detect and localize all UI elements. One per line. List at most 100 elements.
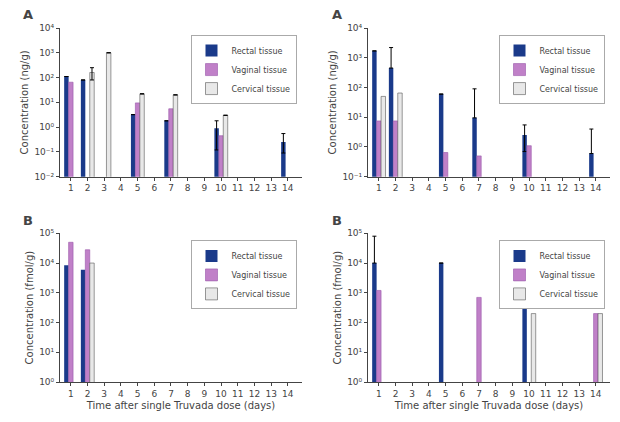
svg-text:10⁵: 10⁵	[39, 228, 54, 238]
svg-text:2: 2	[85, 183, 91, 193]
svg-text:9: 9	[202, 183, 208, 193]
svg-text:2: 2	[85, 389, 91, 399]
svg-text:10⁴: 10⁴	[39, 258, 54, 268]
svg-text:Cervical tissue: Cervical tissue	[540, 85, 599, 94]
svg-text:6: 6	[151, 183, 157, 193]
svg-text:5: 5	[443, 183, 449, 193]
svg-text:10¹: 10¹	[39, 97, 54, 107]
svg-text:Rectal tissue: Rectal tissue	[232, 47, 283, 56]
svg-text:Cervical tissue: Cervical tissue	[540, 290, 599, 299]
svg-text:10⁻¹: 10⁻¹	[34, 147, 54, 157]
svg-text:13: 13	[573, 183, 584, 193]
svg-text:Time after single Truvada dose: Time after single Truvada dose (days)	[394, 400, 584, 411]
svg-text:4: 4	[118, 389, 124, 399]
svg-text:10⁰: 10⁰	[347, 142, 362, 152]
svg-text:1: 1	[68, 183, 74, 193]
svg-text:14: 14	[590, 183, 602, 193]
svg-text:10⁵: 10⁵	[347, 228, 362, 238]
svg-text:3: 3	[409, 183, 415, 193]
svg-text:12: 12	[557, 389, 568, 399]
svg-text:5: 5	[443, 389, 449, 399]
svg-text:1: 1	[376, 183, 382, 193]
svg-text:12: 12	[249, 389, 260, 399]
svg-text:10¹: 10¹	[347, 112, 362, 122]
svg-text:7: 7	[476, 389, 482, 399]
svg-text:8: 8	[493, 389, 499, 399]
svg-text:5: 5	[135, 183, 141, 193]
svg-text:10: 10	[523, 183, 535, 193]
svg-text:A: A	[332, 7, 342, 22]
svg-text:Cervical tissue: Cervical tissue	[232, 290, 291, 299]
svg-text:9: 9	[202, 389, 208, 399]
svg-text:13: 13	[573, 389, 584, 399]
svg-text:10³: 10³	[39, 48, 54, 58]
svg-text:10: 10	[523, 389, 535, 399]
svg-text:10³: 10³	[39, 288, 54, 298]
svg-text:13: 13	[265, 183, 276, 193]
svg-text:10²: 10²	[347, 83, 362, 93]
svg-text:Vaginal tissue: Vaginal tissue	[232, 271, 288, 280]
svg-text:Concentration (fmol/g): Concentration (fmol/g)	[332, 251, 343, 365]
svg-text:8: 8	[185, 183, 191, 193]
svg-text:Concentration (ng/g): Concentration (ng/g)	[327, 50, 338, 154]
svg-text:10⁻²: 10⁻²	[34, 172, 54, 182]
svg-text:11: 11	[540, 183, 551, 193]
svg-text:12: 12	[249, 183, 260, 193]
svg-text:12: 12	[557, 183, 568, 193]
svg-text:Vaginal tissue: Vaginal tissue	[540, 271, 596, 280]
svg-text:14: 14	[590, 389, 602, 399]
svg-text:10: 10	[215, 183, 227, 193]
svg-text:Cervical tissue: Cervical tissue	[232, 85, 291, 94]
svg-text:Concentration (fmol/g): Concentration (fmol/g)	[24, 251, 35, 365]
svg-text:A: A	[23, 7, 33, 22]
svg-text:10⁴: 10⁴	[347, 23, 362, 33]
svg-text:B: B	[23, 213, 33, 228]
svg-text:9: 9	[510, 183, 516, 193]
svg-text:5: 5	[135, 389, 141, 399]
svg-text:3: 3	[409, 389, 415, 399]
svg-text:1: 1	[68, 389, 74, 399]
svg-text:2: 2	[393, 183, 399, 193]
svg-text:2: 2	[393, 389, 399, 399]
svg-text:10⁰: 10⁰	[39, 377, 54, 387]
svg-text:10⁴: 10⁴	[39, 23, 54, 33]
svg-text:4: 4	[118, 183, 124, 193]
svg-text:9: 9	[510, 389, 516, 399]
svg-text:8: 8	[493, 183, 499, 193]
svg-text:1: 1	[376, 389, 382, 399]
svg-text:10²: 10²	[39, 73, 54, 83]
svg-text:4: 4	[426, 183, 432, 193]
svg-text:6: 6	[459, 389, 465, 399]
svg-text:3: 3	[101, 183, 107, 193]
svg-text:Time after single Truvada dose: Time after single Truvada dose (days)	[86, 400, 276, 411]
svg-text:4: 4	[426, 389, 432, 399]
svg-text:10⁰: 10⁰	[39, 122, 54, 132]
svg-text:13: 13	[265, 389, 276, 399]
svg-text:7: 7	[168, 389, 174, 399]
svg-text:B: B	[332, 213, 342, 228]
svg-text:10¹: 10¹	[347, 347, 362, 357]
svg-text:14: 14	[282, 389, 294, 399]
svg-text:11: 11	[232, 389, 243, 399]
svg-text:Vaginal tissue: Vaginal tissue	[540, 66, 596, 75]
svg-text:10⁴: 10⁴	[347, 258, 362, 268]
svg-text:10³: 10³	[347, 53, 362, 63]
svg-text:10: 10	[215, 389, 227, 399]
svg-text:10¹: 10¹	[39, 347, 54, 357]
svg-text:10⁰: 10⁰	[347, 377, 362, 387]
svg-text:10²: 10²	[39, 318, 54, 328]
svg-text:Concentration (ng/g): Concentration (ng/g)	[19, 50, 30, 154]
svg-text:8: 8	[185, 389, 191, 399]
svg-text:Rectal tissue: Rectal tissue	[540, 47, 591, 56]
svg-text:11: 11	[232, 183, 243, 193]
svg-text:10³: 10³	[347, 288, 362, 298]
svg-text:10⁻¹: 10⁻¹	[342, 172, 362, 182]
svg-text:Rectal tissue: Rectal tissue	[232, 252, 283, 261]
svg-text:7: 7	[476, 183, 482, 193]
svg-text:11: 11	[540, 389, 551, 399]
svg-text:7: 7	[168, 183, 174, 193]
svg-text:10²: 10²	[347, 318, 362, 328]
svg-text:14: 14	[282, 183, 294, 193]
svg-text:6: 6	[459, 183, 465, 193]
svg-text:Vaginal tissue: Vaginal tissue	[232, 66, 288, 75]
